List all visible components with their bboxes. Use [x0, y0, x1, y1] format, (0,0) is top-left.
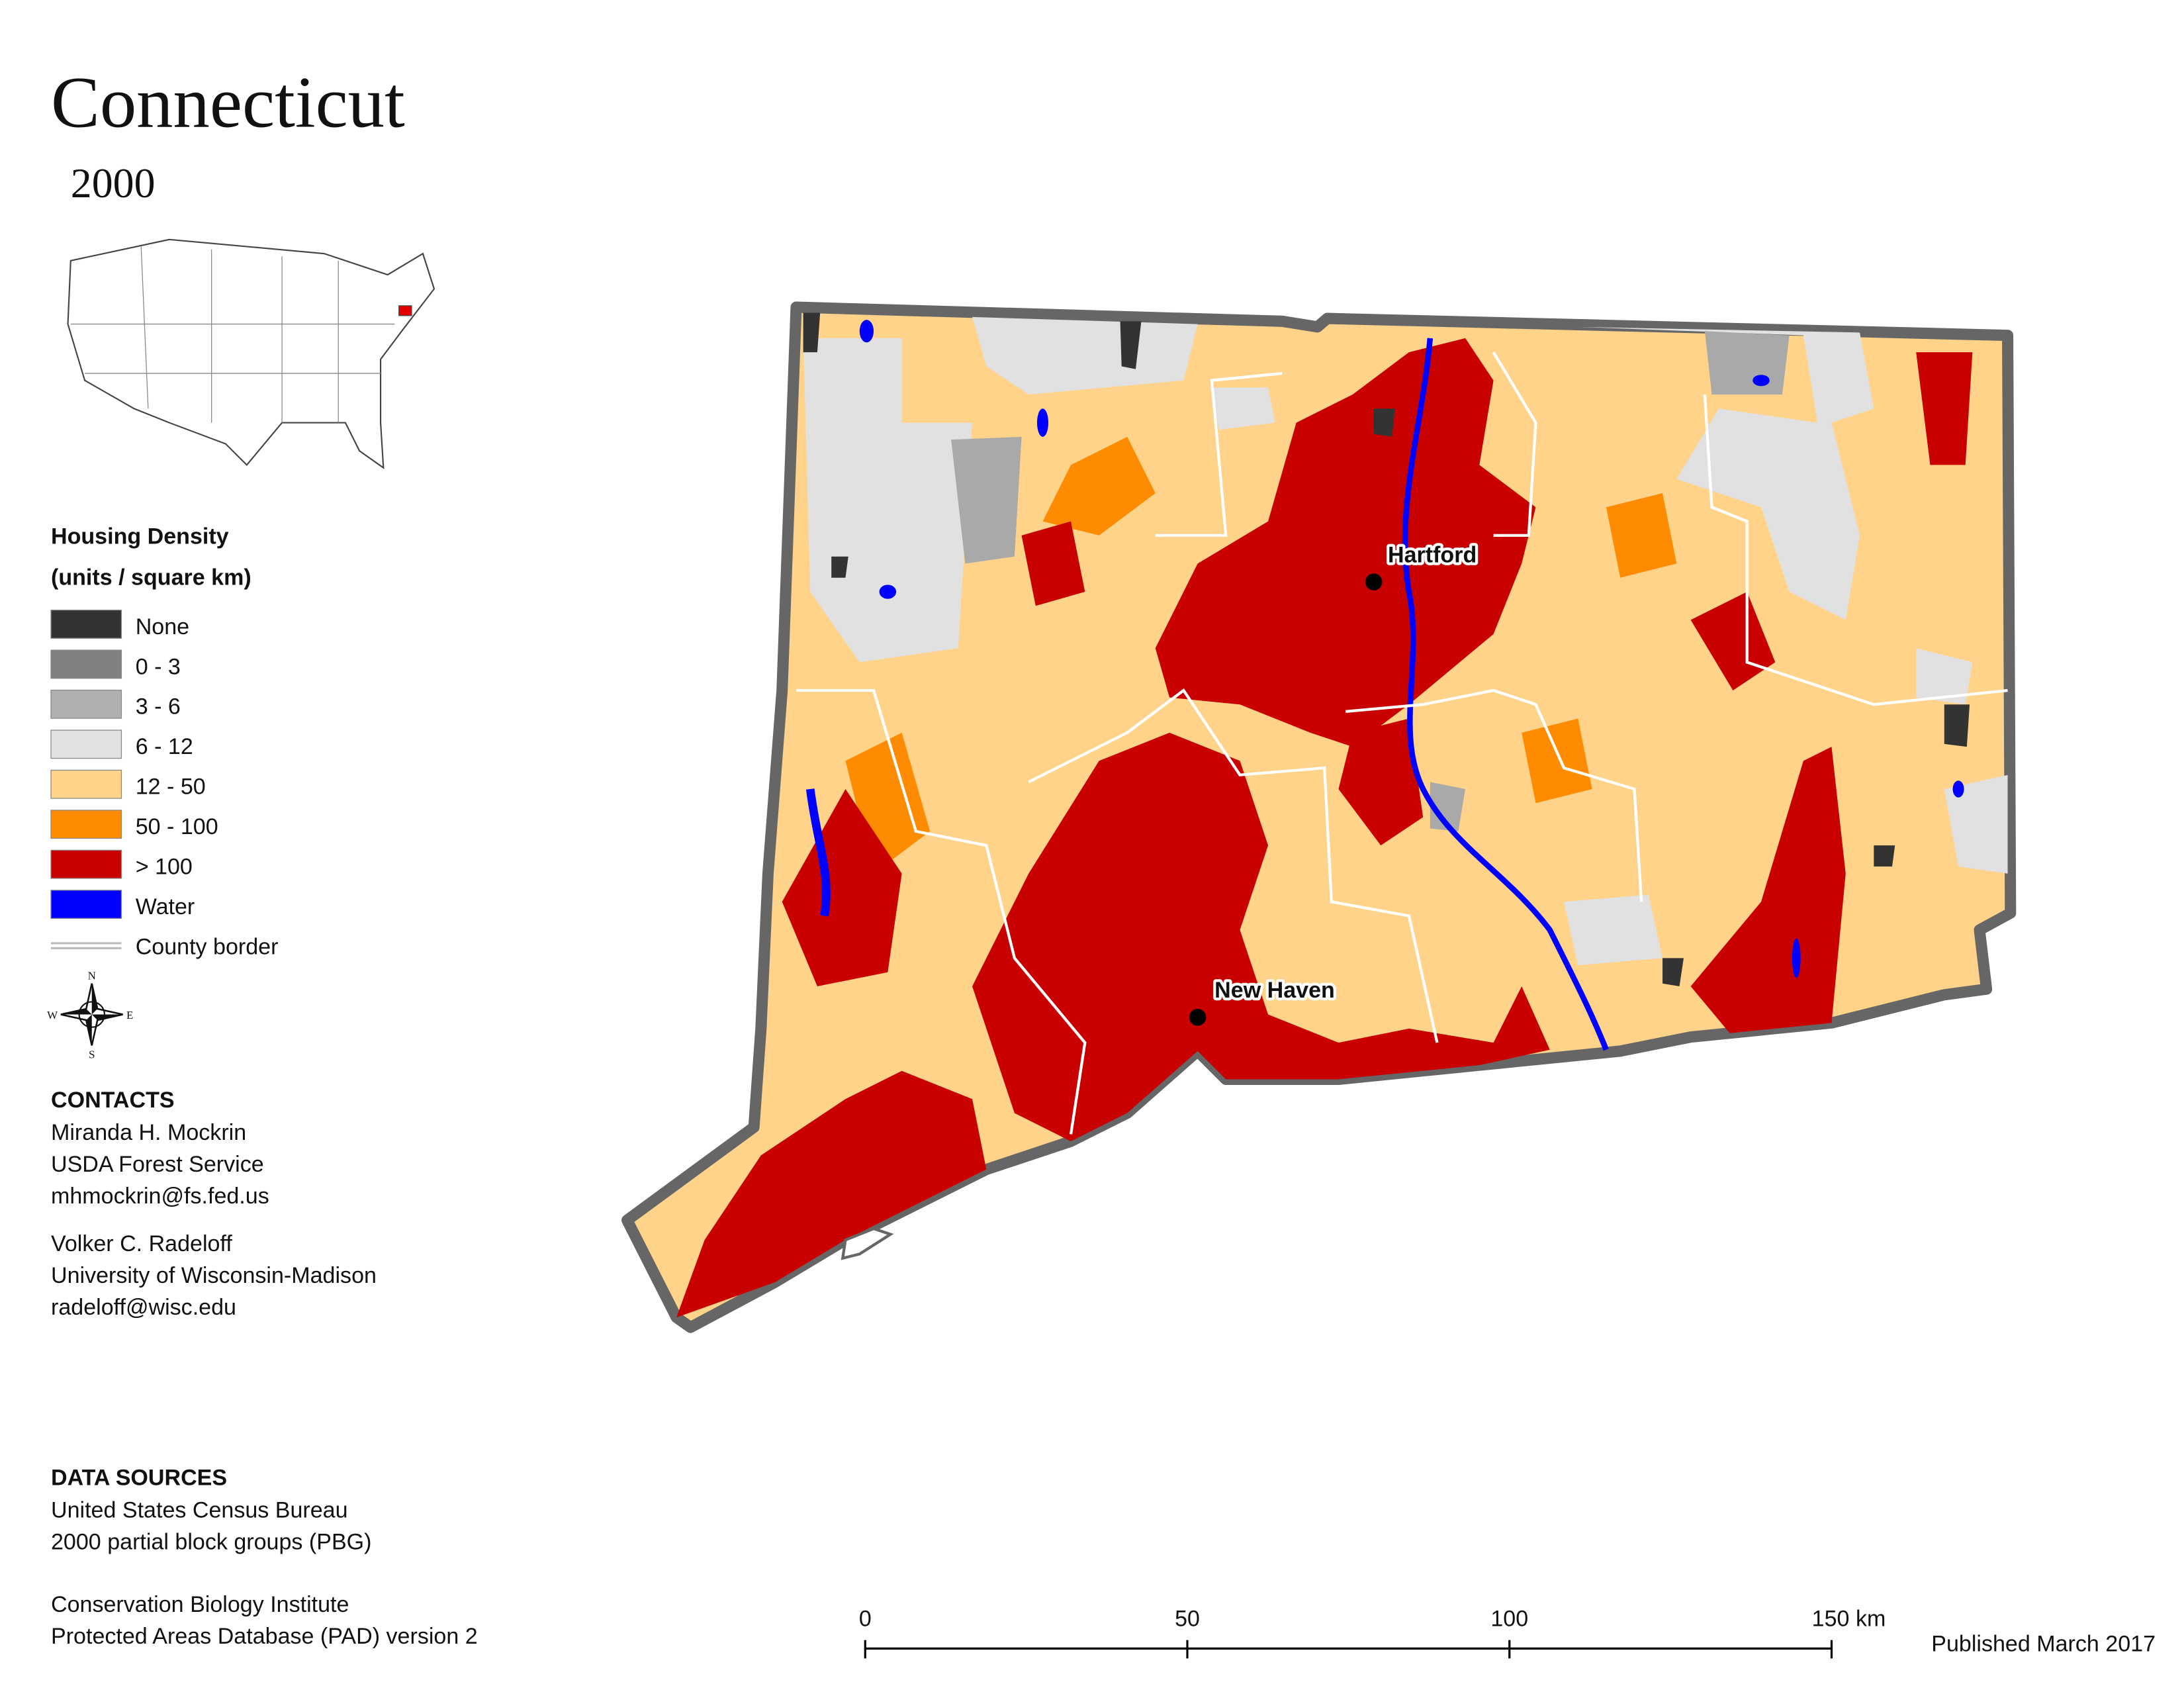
legend-label: County border	[136, 934, 279, 959]
scale-bar: 0 50 100 150 km	[859, 1606, 1886, 1659]
map-title: Connecticut	[51, 62, 405, 143]
sources-heading: DATA SOURCES	[51, 1465, 227, 1490]
legend-swatch	[50, 649, 122, 679]
scale-label: 150 km	[1812, 1606, 1886, 1631]
source-line: Protected Areas Database (PAD) version 2	[51, 1624, 478, 1649]
legend-swatch	[50, 890, 122, 919]
legend-label: 50 - 100	[136, 814, 218, 839]
city-label: Hartford	[1388, 542, 1477, 567]
contact-line: radeloff@wisc.edu	[51, 1295, 236, 1320]
city-marker	[1189, 1009, 1206, 1026]
legend-label: Water	[136, 894, 195, 919]
legend-label: 6 - 12	[136, 734, 193, 759]
contact-line: USDA Forest Service	[51, 1152, 264, 1177]
compass: N E S W	[47, 969, 133, 1060]
state-map	[621, 301, 2017, 1333]
contact-line: mhmockrin@fs.fed.us	[51, 1184, 269, 1209]
legend-swatch	[50, 689, 122, 719]
us-inset	[67, 238, 435, 469]
legend-swatch	[50, 610, 122, 639]
legend-label: 3 - 6	[136, 694, 181, 720]
compass-label: W	[47, 1009, 58, 1021]
contacts: CONTACTS Miranda H. Mockrin USDA Forest S…	[51, 1088, 377, 1320]
legend-swatch	[50, 849, 122, 879]
published-note: Published March 2017	[1931, 1632, 2156, 1657]
scale-label: 50	[1175, 1606, 1200, 1631]
compass-label: E	[126, 1009, 133, 1021]
data-sources: DATA SOURCES United States Census Bureau…	[51, 1465, 478, 1648]
legend-swatch	[50, 810, 122, 839]
legend-subtitle: (units / square km)	[51, 565, 251, 590]
contact-line: University of Wisconsin-Madison	[51, 1263, 377, 1288]
cities: Hartford New Haven	[1189, 539, 1480, 1026]
source-line: Conservation Biology Institute	[51, 1592, 349, 1617]
legend: Housing Density (units / square km) None…	[50, 524, 279, 959]
legend-label: None	[136, 614, 189, 639]
contact-line: Volker C. Radeloff	[51, 1231, 232, 1256]
compass-label: S	[89, 1049, 95, 1061]
legend-label: 12 - 50	[136, 774, 206, 800]
legend-swatch	[50, 769, 122, 799]
scale-label: 100	[1490, 1606, 1528, 1631]
city-marker	[1365, 573, 1383, 590]
legend-title: Housing Density	[51, 524, 229, 549]
contacts-heading: CONTACTS	[51, 1088, 175, 1113]
city-label: New Haven	[1214, 978, 1335, 1003]
legend-label: > 100	[136, 855, 193, 880]
source-line: 2000 partial block groups (PBG)	[51, 1529, 371, 1554]
legend-label: 0 - 3	[136, 654, 181, 679]
map-subtitle: 2000	[71, 160, 156, 207]
compass-label: N	[88, 969, 96, 982]
scale-label: 0	[859, 1606, 872, 1631]
contact-line: Miranda H. Mockrin	[51, 1120, 246, 1145]
legend-swatch	[50, 729, 122, 759]
source-line: United States Census Bureau	[51, 1497, 348, 1523]
